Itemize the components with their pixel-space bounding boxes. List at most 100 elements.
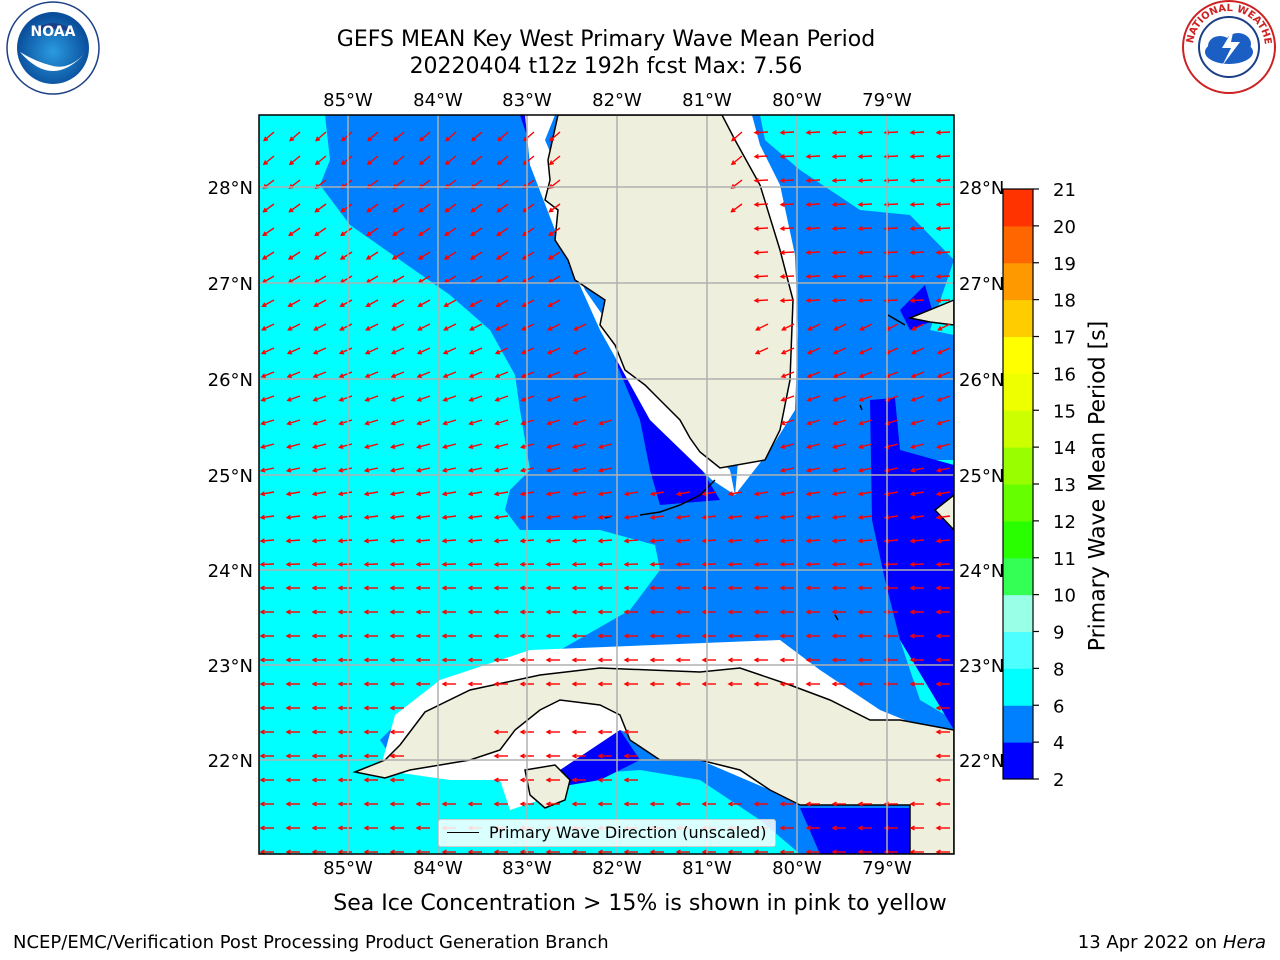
wave-arrowhead	[286, 396, 292, 402]
wave-arrowhead	[285, 633, 291, 639]
colorbar-tick-label: 6	[1053, 696, 1064, 717]
wave-arrowhead	[441, 657, 447, 663]
wave-arrowhead	[805, 561, 811, 567]
wave-arrowhead	[312, 420, 318, 426]
wave-arrowhead	[444, 160, 451, 166]
wave-arrowhead	[675, 561, 681, 567]
wave-arrowhead	[546, 444, 552, 449]
wave-arrow	[339, 443, 353, 449]
wave-arrowhead	[442, 396, 448, 402]
wave-arrowhead	[597, 491, 604, 497]
wave-arrow	[521, 395, 535, 402]
wave-arrowhead	[285, 514, 292, 520]
wave-arrowhead	[392, 207, 398, 213]
wave-arrow	[367, 203, 379, 213]
wave-arrowhead	[701, 801, 707, 807]
wave-arrowhead	[415, 538, 421, 544]
wave-arrow	[548, 299, 561, 307]
wave-arrowhead	[469, 255, 476, 260]
wave-arrow	[289, 131, 301, 142]
wave-arrowhead	[623, 538, 629, 544]
wave-arrowhead	[259, 467, 266, 473]
wave-arrowhead	[519, 585, 525, 591]
wave-arrow	[651, 491, 665, 495]
wave-arrowhead	[909, 585, 915, 591]
wave-arrowhead	[779, 801, 785, 807]
wave-arrowhead	[389, 491, 396, 497]
wave-arrowhead	[623, 491, 630, 497]
wave-arrowhead	[598, 444, 604, 449]
wave-arrowhead	[417, 302, 423, 307]
map-area	[259, 115, 954, 854]
wave-arrow	[806, 227, 821, 230]
wave-arrow	[262, 299, 275, 307]
map-legend: Primary Wave Direction (unscaled)	[438, 819, 776, 847]
wave-arrowhead	[909, 514, 916, 520]
wave-arrowhead	[314, 207, 320, 213]
wave-arrowhead	[496, 160, 503, 166]
wave-arrowhead	[415, 825, 421, 831]
map-subtitle: 20220404 t12z 192h fcst Max: 7.56	[409, 54, 803, 79]
colorbar-segment	[1003, 742, 1033, 780]
wave-arrow	[339, 467, 353, 472]
wave-arrowhead	[857, 273, 863, 280]
wave-arrowhead	[415, 609, 421, 615]
wave-arrowhead	[649, 801, 655, 807]
wave-arrow	[806, 251, 821, 254]
wave-arrow	[497, 131, 509, 142]
wave-arrowhead	[779, 561, 785, 567]
colorbar-segment	[1003, 705, 1033, 743]
wave-arrow	[936, 203, 951, 206]
wave-arrowhead	[260, 349, 267, 355]
wave-arrowhead	[493, 633, 499, 639]
wave-arrow	[471, 203, 483, 213]
wave-arrowhead	[520, 396, 526, 402]
wave-arrowhead	[755, 326, 761, 331]
wave-arrowhead	[259, 514, 266, 520]
nws-logo-text: NATIONAL WEATHER SERVICE	[0, 0, 1273, 45]
wave-arrowhead	[805, 201, 811, 208]
colorbar-tick-label: 4	[1053, 733, 1064, 754]
wave-arrowhead	[468, 444, 474, 449]
wave-arrow	[573, 419, 587, 425]
wave-arrow	[729, 491, 743, 495]
wave-arrowhead	[571, 561, 577, 567]
colorbar-tick-label: 11	[1053, 549, 1076, 570]
wave-arrowhead	[311, 514, 318, 520]
wave-arrowhead	[779, 297, 785, 304]
sea-ice-note: Sea Ice Concentration > 15% is shown in …	[333, 891, 947, 916]
wave-arrowhead	[493, 657, 499, 663]
wave-arrowhead	[338, 396, 344, 402]
wave-arrowhead	[779, 153, 785, 160]
wave-arrow	[260, 539, 275, 542]
wave-arrow	[833, 347, 847, 354]
wave-arrowhead	[910, 420, 916, 426]
wave-arrow	[780, 299, 795, 302]
wave-arrow	[287, 347, 301, 354]
wave-arrow	[858, 131, 873, 134]
wave-arrow	[471, 155, 483, 165]
wave-arrowhead	[727, 681, 733, 687]
wave-arrowhead	[443, 326, 449, 331]
wave-arrowhead	[285, 705, 291, 711]
wave-arrowhead	[805, 514, 812, 520]
wave-arrow	[391, 371, 405, 378]
wave-arrowhead	[935, 801, 941, 807]
wave-arrow	[833, 491, 847, 495]
wave-arrow	[445, 131, 457, 142]
wave-arrowhead	[909, 491, 916, 497]
wave-arrow	[781, 395, 795, 402]
wave-arrow	[313, 419, 327, 425]
wave-arrowhead	[338, 444, 344, 449]
wave-arrowhead	[363, 467, 370, 473]
wave-arrowhead	[494, 349, 501, 355]
wave-arrowhead	[935, 729, 941, 735]
wave-arrowhead	[311, 633, 317, 639]
wave-arrowhead	[779, 129, 785, 136]
wave-arrow	[339, 395, 353, 402]
wave-arrow	[808, 323, 821, 331]
wave-arrow	[469, 395, 483, 402]
wave-arrow	[833, 395, 847, 402]
wave-arrowhead	[753, 297, 759, 304]
wave-arrow	[936, 275, 951, 278]
